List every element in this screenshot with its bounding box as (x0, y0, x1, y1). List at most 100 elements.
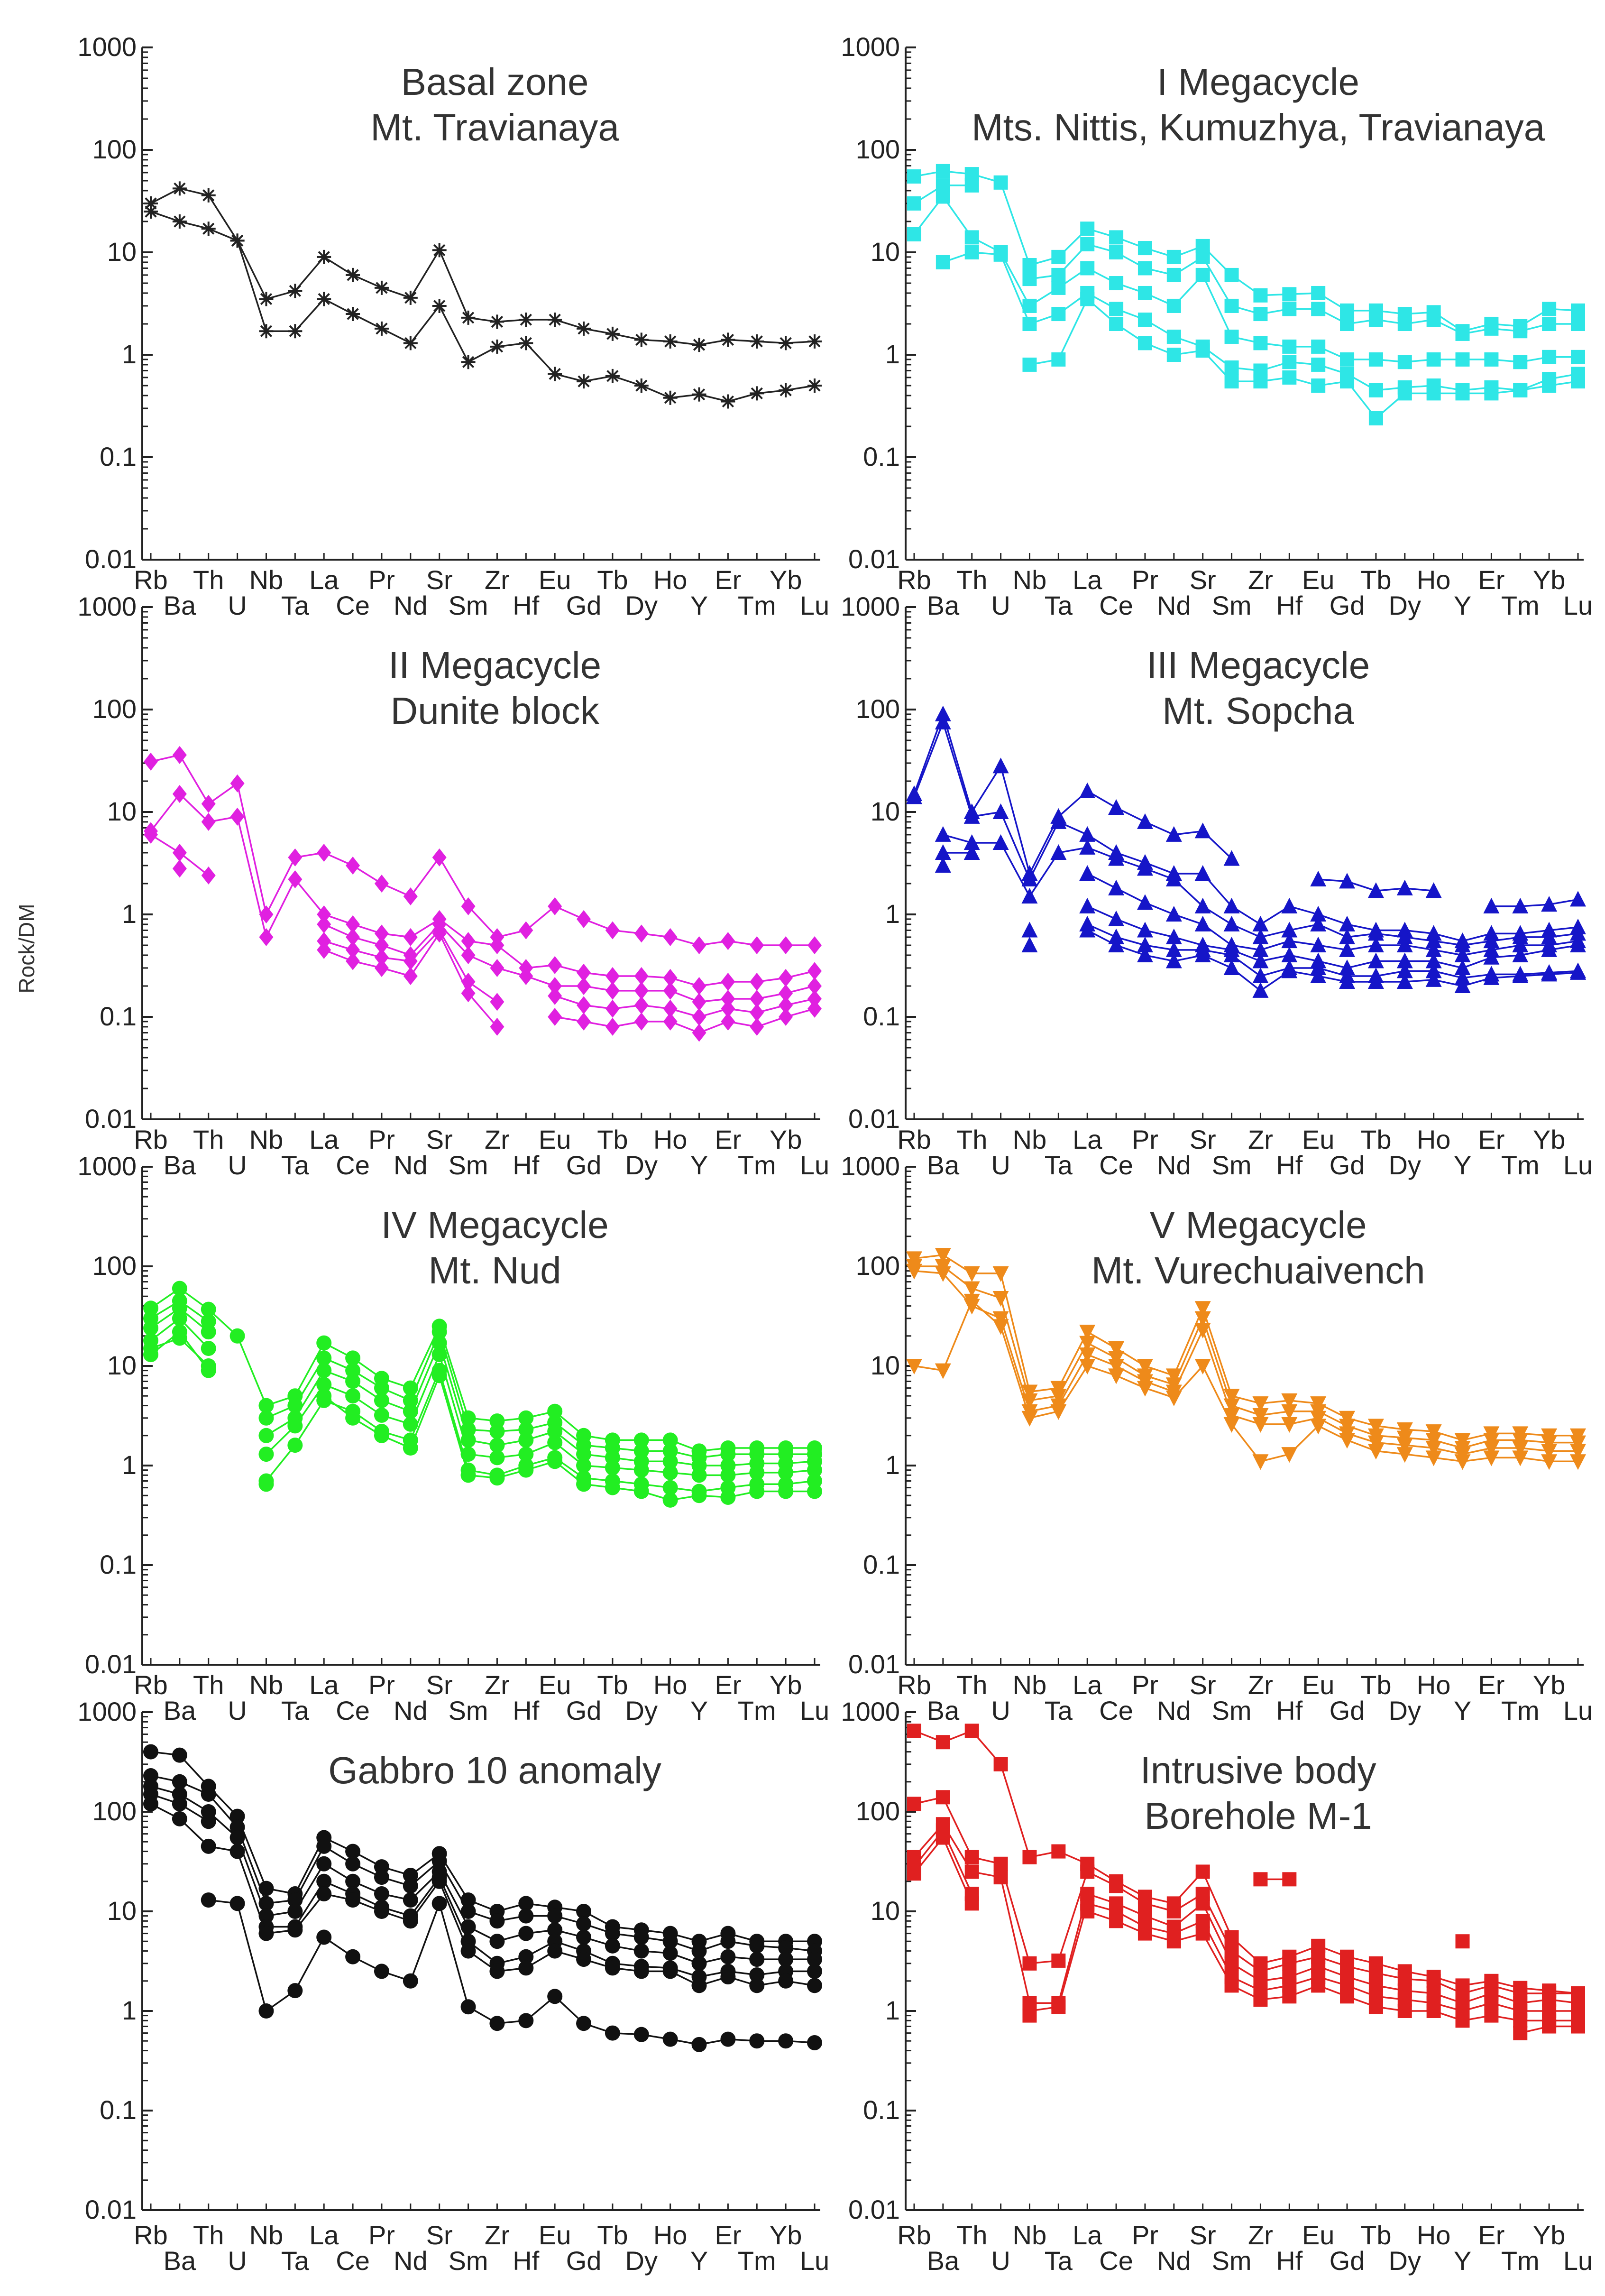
x-element-label: Ce (336, 2246, 370, 2276)
data-point (964, 230, 979, 245)
data-point (1455, 386, 1470, 401)
data-point (1165, 1368, 1182, 1384)
data-point (403, 1892, 418, 1908)
data-point (992, 803, 1009, 819)
data-point (907, 196, 921, 211)
data-point (1223, 897, 1240, 913)
data-point (1454, 969, 1471, 985)
data-point (935, 164, 950, 178)
x-element-label: Ba (927, 2246, 960, 2276)
data-point (1166, 298, 1181, 313)
x-element-label: Ho (653, 1670, 688, 1700)
y-tick-label: 100 (92, 134, 137, 164)
data-point (1570, 891, 1586, 907)
data-point (547, 1922, 563, 1938)
x-element-label: Lu (1563, 1150, 1593, 1180)
data-point (1253, 336, 1268, 350)
x-element-label: Lu (800, 1696, 829, 1725)
data-point (490, 339, 504, 354)
data-point (634, 378, 649, 393)
data-point (1367, 952, 1384, 968)
data-point (1425, 941, 1442, 957)
data-point (1223, 1417, 1240, 1433)
data-point (1224, 267, 1239, 282)
data-point (1397, 316, 1412, 331)
data-point (403, 952, 418, 970)
data-point (201, 812, 216, 831)
panel-title-line: Mt. Vurechuaivench (1091, 1249, 1425, 1291)
data-point (229, 1896, 245, 1911)
data-point (1165, 826, 1182, 842)
x-element-label: Zr (485, 565, 510, 595)
data-point (1166, 1934, 1181, 1949)
data-point (1425, 952, 1442, 968)
series-5 (317, 924, 822, 1042)
data-point (663, 999, 678, 1018)
data-point (461, 932, 476, 950)
x-element-label: Ho (1417, 1125, 1451, 1154)
x-element-label: U (991, 2246, 1010, 2276)
x-element-label: Dy (625, 590, 658, 620)
data-point (1079, 1336, 1096, 1352)
data-point (287, 1398, 303, 1413)
y-tick-label: 10 (871, 237, 900, 267)
x-element-label: Lu (800, 2246, 829, 2276)
x-element-label: Nd (1157, 1150, 1191, 1180)
data-point (259, 324, 274, 339)
data-point (605, 1960, 620, 1976)
x-element-label: Hf (1276, 1150, 1302, 1180)
data-point (1396, 952, 1413, 968)
data-point (287, 1983, 303, 1999)
data-point (1050, 813, 1067, 829)
series-line (554, 1008, 815, 1034)
data-point (720, 1969, 736, 1985)
x-element-label: Nb (1013, 1670, 1047, 1700)
data-point (1484, 2008, 1499, 2023)
data-point (750, 989, 764, 1008)
data-point (1195, 1914, 1210, 1928)
data-point (907, 1724, 921, 1738)
series-2 (143, 1768, 822, 1959)
data-point (1079, 1325, 1096, 1341)
data-point (993, 1870, 1008, 1885)
data-point (662, 1934, 678, 1949)
data-point (431, 1896, 447, 1911)
data-point (1455, 326, 1470, 341)
x-element-label: Pr (368, 565, 395, 595)
data-point (1080, 261, 1095, 276)
data-point (1080, 221, 1095, 236)
data-point (1165, 906, 1182, 922)
data-point (1137, 261, 1152, 276)
x-element-label: U (228, 1696, 247, 1725)
data-point (1455, 1934, 1470, 1949)
data-point (807, 936, 822, 955)
data-point (403, 1913, 418, 1929)
x-element-label: Eu (1302, 2220, 1335, 2250)
data-point (258, 1398, 274, 1413)
data-point (317, 843, 331, 862)
data-point (490, 936, 504, 955)
data-point (518, 1949, 534, 1964)
data-point (317, 941, 331, 959)
data-point (461, 984, 476, 1003)
panel-title-line: Basal zone (401, 61, 589, 103)
x-element-label: Nb (249, 2220, 284, 2250)
series-3 (144, 825, 822, 1011)
data-point (779, 984, 793, 1003)
x-element-label: Eu (539, 565, 571, 595)
data-point (346, 267, 360, 282)
data-point (1397, 355, 1412, 369)
panel-7: 0.010.11101001000RbBaThUNbTaLaCePrNdSrSm… (77, 1697, 829, 2276)
data-point (1281, 946, 1298, 962)
x-element-label: Pr (368, 1670, 395, 1700)
data-point (1512, 1450, 1529, 1466)
data-point (316, 1377, 332, 1392)
y-tick-label: 100 (856, 1796, 900, 1826)
data-point (577, 963, 591, 982)
data-point (1108, 879, 1125, 895)
data-point (345, 1844, 361, 1859)
x-element-label: Rb (897, 1125, 931, 1154)
y-tick-label: 0.1 (863, 442, 900, 471)
data-point (1282, 355, 1297, 369)
data-point (1050, 1404, 1067, 1420)
